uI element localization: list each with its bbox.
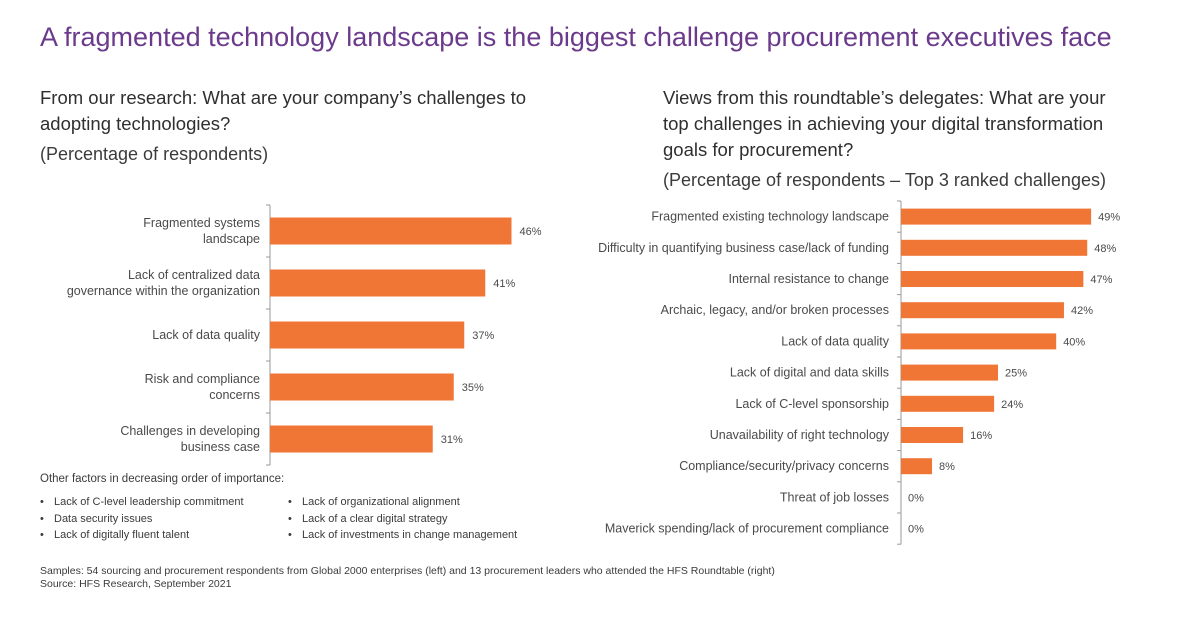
category-label: Fragmented systems: [143, 216, 260, 230]
right-chart-question: Views from this roundtable’s delegates: …: [663, 85, 1133, 193]
value-label: 35%: [462, 382, 484, 394]
category-label: landscape: [203, 232, 260, 246]
category-label: Fragmented existing technology landscape: [651, 210, 889, 224]
bar: [901, 458, 933, 475]
other-factor-item: Lack of C-level leadership commitment: [40, 494, 244, 511]
value-label: 41%: [493, 278, 515, 290]
value-label: 31%: [441, 434, 463, 446]
category-label: Maverick spending/lack of procurement co…: [605, 522, 889, 536]
bar: [901, 395, 995, 412]
value-label: 42%: [1071, 305, 1093, 317]
bar: [270, 425, 433, 453]
bar: [901, 239, 1088, 256]
value-label: 0%: [908, 524, 924, 536]
other-factor-item: Data security issues: [40, 511, 244, 528]
page-title: A fragmented technology landscape is the…: [40, 22, 1112, 52]
bar: [270, 373, 454, 401]
category-label: Risk and compliance: [145, 372, 260, 386]
category-label: Archaic, legacy, and/or broken processes: [661, 303, 889, 317]
other-factor-item: Lack of a clear digital strategy: [288, 511, 517, 528]
bar: [270, 269, 486, 297]
right-chart-subtitle: (Percentage of respondents – Top 3 ranke…: [663, 170, 1106, 190]
value-label: 49%: [1098, 212, 1120, 224]
value-label: 24%: [1001, 399, 1023, 411]
bar: [901, 364, 998, 381]
value-label: 48%: [1094, 243, 1116, 255]
category-label: Internal resistance to change: [728, 272, 889, 286]
bar: [901, 427, 964, 443]
category-label: Compliance/security/privacy concerns: [679, 459, 889, 473]
value-label: 25%: [1005, 368, 1027, 380]
value-label: 46%: [520, 226, 542, 238]
other-factors-list-2: Lack of organizational alignmentLack of …: [288, 494, 517, 544]
value-label: 37%: [472, 330, 494, 342]
bar: [901, 208, 1092, 225]
value-label: 16%: [970, 430, 992, 442]
other-factors-list-1: Lack of C-level leadership commitmentDat…: [40, 494, 244, 544]
bar: [901, 271, 1084, 287]
value-label: 40%: [1063, 336, 1085, 348]
category-label: governance within the organization: [67, 284, 260, 298]
category-label: Difficulty in quantifying business case/…: [598, 241, 889, 255]
right-question-text: Views from this roundtable’s delegates: …: [663, 87, 1106, 160]
other-factors-heading: Other factors in decreasing order of imp…: [40, 473, 285, 485]
bar: [270, 321, 465, 349]
value-label: 47%: [1090, 274, 1112, 286]
left-chart-subtitle: (Percentage of respondents): [40, 144, 269, 164]
category-label: Lack of data quality: [152, 328, 260, 342]
other-factor-item: Lack of digitally fluent talent: [40, 527, 244, 544]
left-bar-chart: 46% Fragmented systems landscape 41% Lack of…: [67, 204, 542, 466]
value-label: 0%: [908, 492, 924, 504]
footer-samples: Samples: 54 sourcing and procurement res…: [40, 565, 775, 577]
footer-source: Source: HFS Research, September 2021: [40, 578, 232, 590]
other-factor-item: Lack of investments in change management: [288, 527, 517, 544]
value-label: 8%: [939, 461, 955, 473]
category-label: Unavailability of right technology: [710, 428, 890, 442]
category-label: Threat of job losses: [780, 490, 889, 504]
bar: [901, 302, 1064, 319]
category-label: concerns: [209, 388, 260, 402]
left-chart-question: From our research: What are your company…: [40, 85, 530, 167]
category-label: business case: [181, 440, 260, 454]
category-label: Challenges in developing: [120, 424, 260, 438]
bar: [901, 333, 1057, 350]
category-label: Lack of digital and data skills: [730, 366, 889, 380]
category-label: Lack of centralized data: [128, 268, 260, 282]
bar: [270, 217, 512, 245]
category-label: Lack of C-level sponsorship: [735, 397, 889, 411]
other-factor-item: Lack of organizational alignment: [288, 494, 517, 511]
left-question-text: From our research: What are your company…: [40, 87, 527, 134]
category-label: Lack of data quality: [781, 334, 889, 348]
right-bar-chart: 49% Fragmented existing technology landsc…: [598, 200, 1120, 545]
